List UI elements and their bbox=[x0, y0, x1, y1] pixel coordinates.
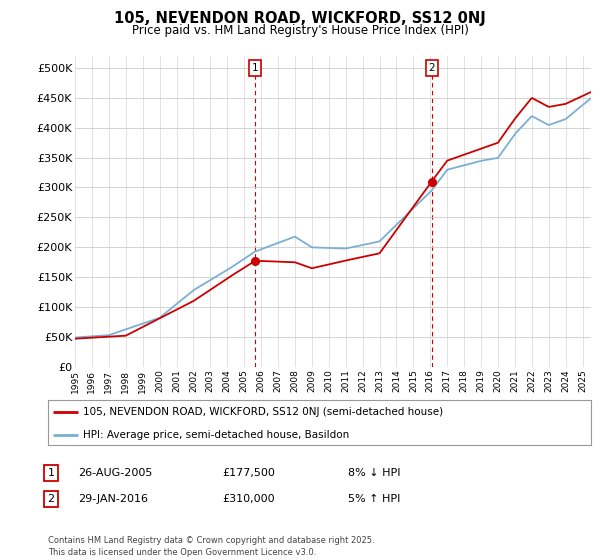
Text: £177,500: £177,500 bbox=[222, 468, 275, 478]
Text: 5% ↑ HPI: 5% ↑ HPI bbox=[348, 494, 400, 504]
Text: 2: 2 bbox=[428, 63, 435, 73]
Text: 8% ↓ HPI: 8% ↓ HPI bbox=[348, 468, 401, 478]
Text: 105, NEVENDON ROAD, WICKFORD, SS12 0NJ (semi-detached house): 105, NEVENDON ROAD, WICKFORD, SS12 0NJ (… bbox=[83, 408, 443, 418]
Text: 26-AUG-2005: 26-AUG-2005 bbox=[78, 468, 152, 478]
Text: HPI: Average price, semi-detached house, Basildon: HPI: Average price, semi-detached house,… bbox=[83, 430, 350, 440]
Text: 1: 1 bbox=[252, 63, 259, 73]
Text: 2: 2 bbox=[47, 494, 55, 504]
Text: 105, NEVENDON ROAD, WICKFORD, SS12 0NJ: 105, NEVENDON ROAD, WICKFORD, SS12 0NJ bbox=[114, 11, 486, 26]
Text: Price paid vs. HM Land Registry's House Price Index (HPI): Price paid vs. HM Land Registry's House … bbox=[131, 24, 469, 36]
Text: 1: 1 bbox=[47, 468, 55, 478]
Text: Contains HM Land Registry data © Crown copyright and database right 2025.
This d: Contains HM Land Registry data © Crown c… bbox=[48, 536, 374, 557]
Text: 29-JAN-2016: 29-JAN-2016 bbox=[78, 494, 148, 504]
Text: £310,000: £310,000 bbox=[222, 494, 275, 504]
